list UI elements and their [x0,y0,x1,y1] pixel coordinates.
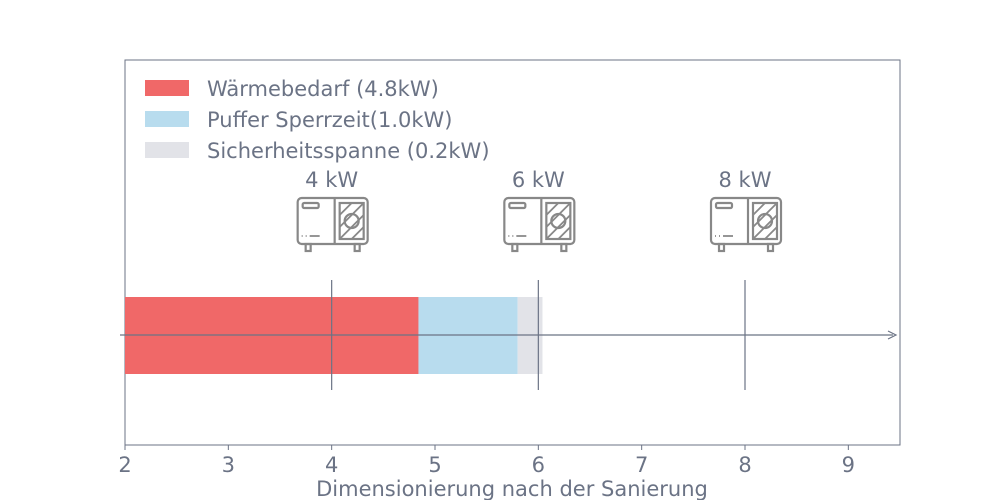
legend-label: Sicherheitsspanne (0.2kW) [207,139,490,163]
marker-label: 6 kW [512,168,565,192]
x-tick-label: 5 [428,453,441,477]
heat-pump-icon [709,196,783,253]
x-tick-label: 9 [842,453,855,477]
marker-label: 4 kW [305,168,358,192]
heat-pump-icon [296,196,369,253]
x-tick-label: 2 [118,453,131,477]
arrow-head-icon [887,330,898,340]
x-tick-label: 6 [532,453,545,477]
legend-swatch [145,80,189,96]
legend-label: Puffer Sperrzeit(1.0kW) [207,108,453,132]
marker-label: 8 kW [719,168,772,192]
legend-swatch [145,142,189,158]
plot-frame [124,59,901,446]
x-tick-label: 4 [325,453,338,477]
x-tick-label: 8 [738,453,751,477]
x-tick-label: 3 [222,453,235,477]
legend-swatch [145,111,189,127]
heat-pump-icon [503,196,576,253]
x-tick-label: 7 [635,453,648,477]
legend-label: Wärmebedarf (4.8kW) [207,77,439,101]
x-axis-label: Dimensionierung nach der Sanierung [316,477,708,500]
